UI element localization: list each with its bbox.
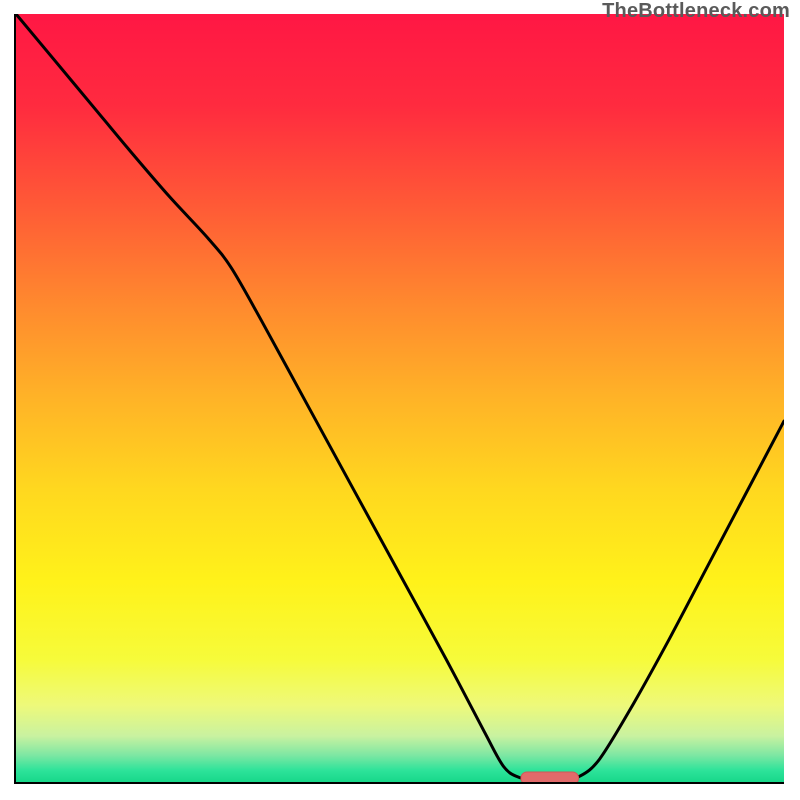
bottleneck-chart: TheBottleneck.com	[0, 0, 800, 800]
watermark-text: TheBottleneck.com	[602, 0, 790, 23]
optimal-marker	[521, 772, 579, 782]
plot-area	[14, 14, 784, 784]
bottleneck-curve	[16, 14, 784, 782]
